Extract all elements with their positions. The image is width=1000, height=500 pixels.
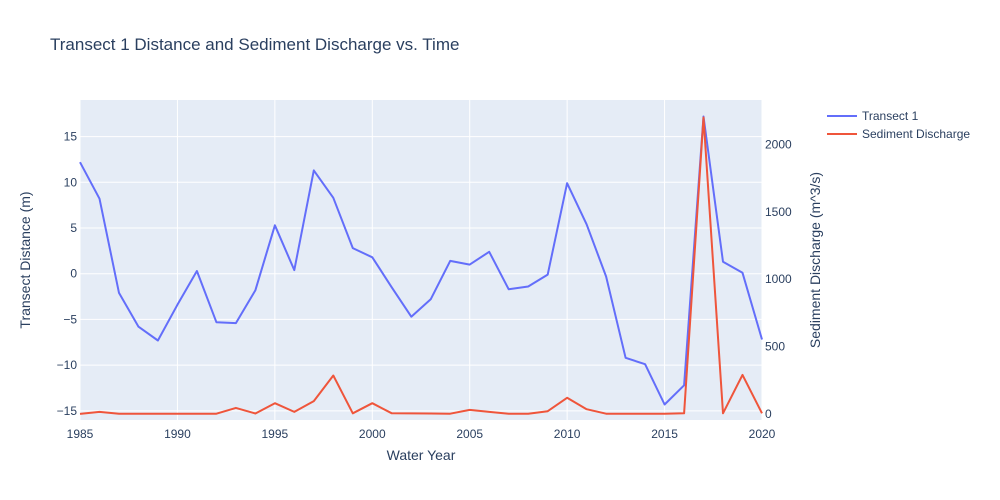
- series-line-transect: [79, 115, 763, 406]
- y2-tick-label: 0: [765, 407, 772, 421]
- tick-labels: 1985 1990 1995 2000 2005 2010 2015 2020 −15 −10 −5…: [57, 130, 792, 441]
- series-line-discharge: [79, 116, 763, 415]
- legend-label-discharge[interactable]: Sediment Discharge: [862, 127, 970, 141]
- y-tick-label: −10: [57, 358, 78, 372]
- y-tick-label: 15: [64, 130, 78, 144]
- x-tick-label: 1985: [67, 427, 94, 441]
- gridlines: [79, 100, 763, 420]
- x-tick-label: 2020: [749, 427, 776, 441]
- y2-tick-label: 1500: [765, 205, 792, 219]
- y2-tick-label: 500: [765, 340, 785, 354]
- x-tick-label: 2010: [554, 427, 581, 441]
- y-tick-label: 10: [64, 175, 78, 189]
- y-tick-label: −5: [63, 312, 77, 326]
- y-axis-title: Transect Distance (m): [17, 191, 33, 328]
- chart-title: Transect 1 Distance and Sediment Dischar…: [50, 35, 459, 54]
- x-tick-label: 1990: [164, 427, 191, 441]
- x-tick-label: 2000: [359, 427, 386, 441]
- y2-tick-label: 2000: [765, 137, 792, 151]
- y-tick-label: 5: [70, 221, 77, 235]
- legend-label-transect[interactable]: Transect 1: [862, 109, 919, 123]
- x-tick-label: 2005: [456, 427, 483, 441]
- y-tick-label: −15: [57, 404, 78, 418]
- y2-axis-title: Sediment Discharge (m^3/s): [807, 172, 823, 348]
- x-axis-title: Water Year: [387, 447, 456, 463]
- plot-area: [80, 100, 762, 420]
- x-tick-label: 1995: [262, 427, 289, 441]
- y-tick-label: 0: [70, 267, 77, 281]
- x-tick-label: 2015: [651, 427, 678, 441]
- legend: Transect 1 Sediment Discharge: [827, 109, 970, 141]
- series-lines: [79, 115, 763, 415]
- y2-tick-label: 1000: [765, 272, 792, 286]
